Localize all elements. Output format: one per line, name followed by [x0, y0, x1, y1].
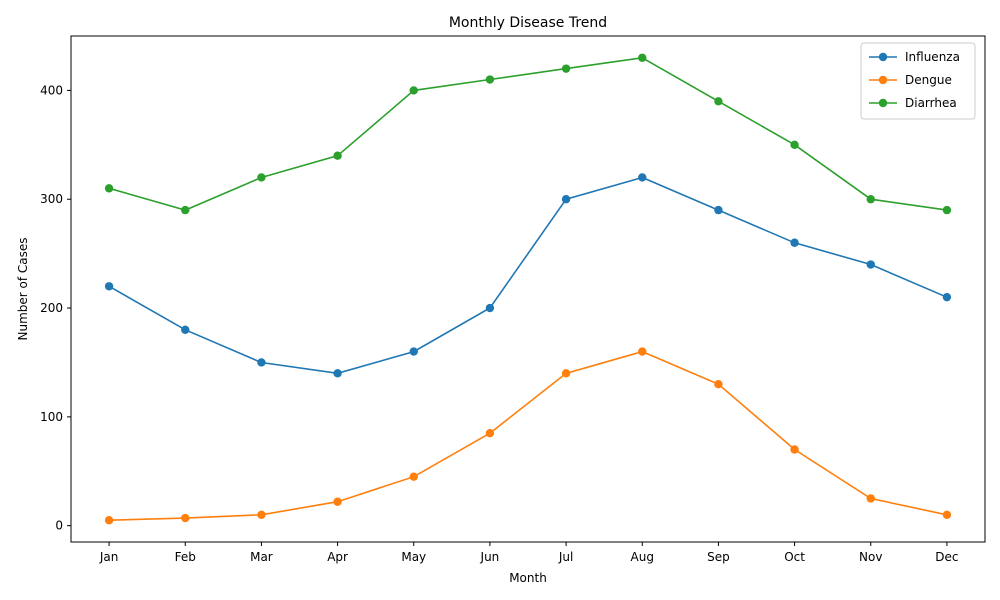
diarrhea-point [942, 205, 952, 215]
x-tick-label: Feb [175, 550, 196, 564]
diarrhea-point [866, 195, 875, 204]
x-tick-label: Jun [480, 550, 500, 564]
diarrhea-point [409, 86, 418, 95]
x-tick-label: Mar [250, 550, 273, 564]
influenza-point [638, 173, 647, 182]
y-tick-label: 400 [40, 83, 63, 97]
x-tick-label: Jan [99, 550, 119, 564]
diarrhea-point [181, 205, 190, 215]
legend-item-dengue: Dengue [869, 73, 952, 87]
x-tick-label: Nov [859, 550, 882, 564]
y-tick-label: 300 [40, 192, 63, 206]
diarrhea-point [638, 53, 647, 62]
legend-item-influenza: Influenza [869, 50, 960, 64]
dengue-point [485, 428, 495, 438]
x-tick-label: Aug [631, 550, 654, 564]
x-tick-label: May [401, 550, 426, 564]
dengue-point [638, 347, 647, 356]
legend: Influenza Dengue Diarrhea [860, 42, 976, 120]
dengue-point [409, 472, 418, 481]
legend-marker-dengue [878, 75, 888, 85]
influenza-point [104, 282, 114, 291]
influenza-point [181, 325, 190, 335]
influenza-point [561, 195, 571, 204]
dengue-point [790, 445, 799, 454]
diarrhea-point [714, 97, 723, 106]
x-tick-label: Dec [935, 550, 958, 564]
legend-label-influenza: Influenza [905, 50, 960, 64]
legend-marker-influenza [878, 52, 888, 62]
dengue-point [257, 510, 266, 519]
dengue-point [181, 513, 190, 523]
y-axis: 0 100 200 300 400 [40, 83, 71, 533]
influenza-point [485, 303, 495, 313]
y-tick-label: 0 [55, 519, 63, 533]
influenza-point [790, 238, 799, 247]
legend-item-diarrhea: Diarrhea [869, 96, 957, 110]
dengue-point [561, 369, 571, 378]
dengue-point [714, 380, 723, 389]
plot-area [70, 35, 986, 543]
influenza-line [108, 176, 948, 375]
chart-title: Monthly Disease Trend [449, 15, 607, 31]
legend-marker-diarrhea [878, 98, 888, 108]
influenza-point [866, 260, 875, 269]
y-axis-label: Number of Cases [16, 237, 30, 340]
dengue-point [866, 494, 875, 503]
series-influenza [104, 173, 952, 378]
plot-frame [70, 35, 986, 543]
diarrhea-point [561, 64, 571, 73]
diarrhea-line [108, 56, 948, 211]
diarrhea-point [790, 140, 799, 150]
diarrhea-point [257, 173, 266, 182]
series-diarrhea [104, 53, 952, 215]
dengue-point [942, 510, 952, 519]
series-layer [104, 53, 952, 525]
y-tick-label: 100 [40, 410, 63, 424]
influenza-point [714, 205, 723, 215]
dengue-line [109, 350, 948, 521]
legend-label-diarrhea: Diarrhea [905, 96, 957, 110]
dengue-point [333, 497, 342, 506]
x-tick-label: Oct [784, 550, 805, 564]
x-tick-label: Apr [327, 550, 348, 564]
diarrhea-point [485, 75, 495, 84]
influenza-point [409, 347, 418, 356]
dengue-point [104, 516, 114, 525]
y-tick-label: 200 [40, 301, 63, 315]
series-dengue [104, 347, 952, 525]
x-axis-label: Month [509, 571, 547, 585]
diarrhea-point [333, 151, 342, 160]
influenza-point [257, 358, 266, 367]
diarrhea-point [104, 184, 114, 193]
influenza-point [333, 369, 342, 378]
influenza-point [942, 292, 952, 302]
legend-box [860, 42, 976, 120]
x-tick-label: Jul [558, 550, 573, 564]
x-tick-label: Sep [707, 550, 730, 564]
legend-label-dengue: Dengue [905, 73, 952, 87]
x-axis: Jan Feb Mar Apr May Jun Jul Aug Sep Oct Nov Dec [99, 542, 959, 564]
